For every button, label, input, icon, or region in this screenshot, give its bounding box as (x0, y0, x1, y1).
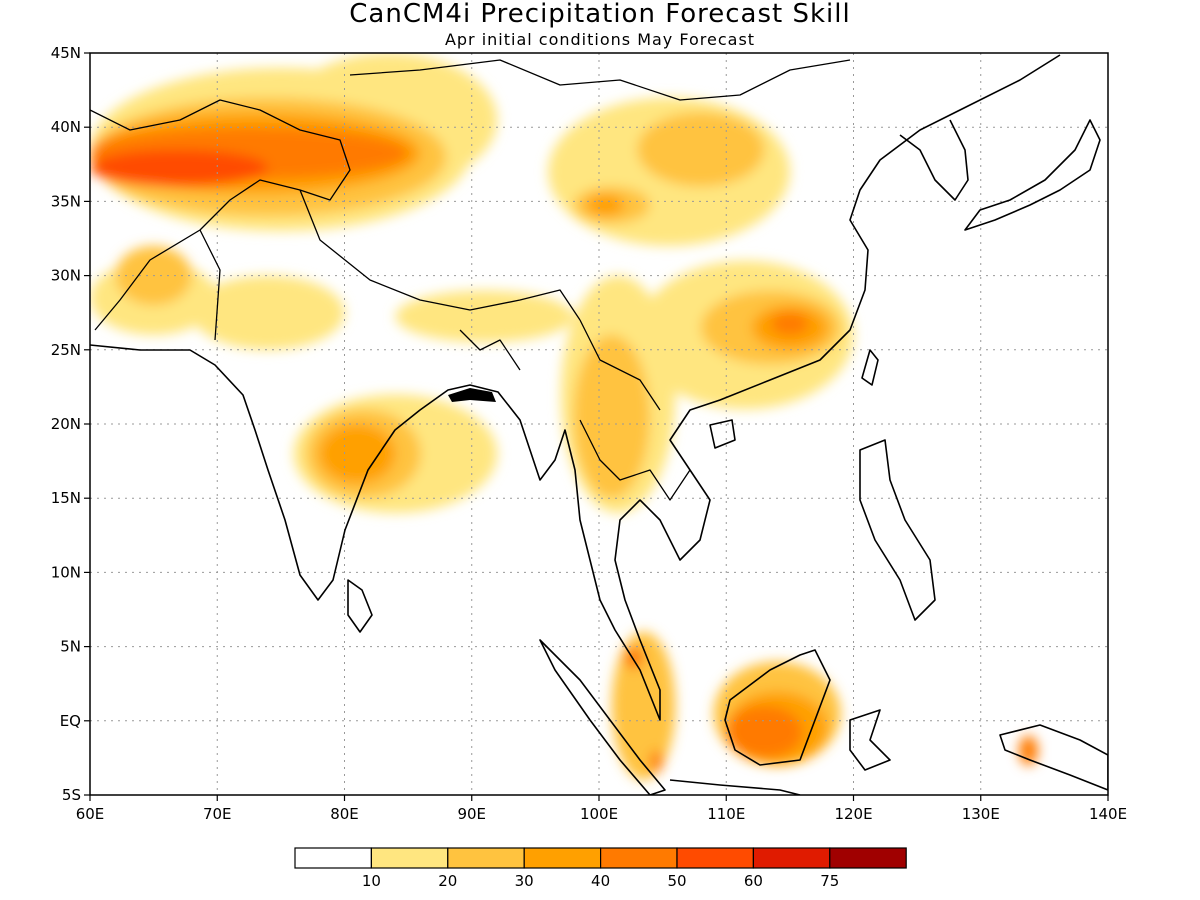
coastline-korea (899, 119, 969, 201)
colorbar-label: 75 (820, 872, 839, 890)
skill-region-sumatra-malaya-level-4-1 (649, 750, 663, 773)
coastline-sri-lanka (347, 579, 373, 633)
coastline-mainland (90, 54, 1061, 721)
skill-region-tibet-north-level-2-0 (637, 112, 765, 187)
lat-tick-label: 5N (60, 638, 81, 656)
country-borders-layer (90, 59, 851, 501)
lat-tick-label: 25N (51, 341, 81, 359)
skill-region-central-asia-level-1-3 (191, 275, 345, 350)
border-china-mongolia (349, 59, 851, 101)
lon-tick-label: 90E (457, 805, 486, 823)
colorbar-swatch-5 (676, 847, 755, 869)
latitude-tick-labels: 45N 40N 35N 30N 25N 20N 15N 10N 5N EQ 5S (51, 44, 90, 804)
lat-tick-label: 30N (51, 267, 81, 285)
lon-tick-label: 60E (76, 805, 105, 823)
border-central-asia (90, 99, 351, 331)
lon-tick-label: 80E (330, 805, 359, 823)
colorbar-label: 60 (744, 872, 763, 890)
coastline-borneo (724, 649, 831, 766)
colorbar-label: 40 (591, 872, 610, 890)
border-indochina (579, 419, 691, 501)
coastline-new-guinea (999, 724, 1108, 791)
lon-tick-label: 100E (580, 805, 618, 823)
lat-tick-label: 10N (51, 563, 81, 581)
coastline-hainan (709, 419, 736, 449)
skill-region-sumatra-malaya-level-2-0 (611, 631, 676, 781)
skill-region-tibet-north-level-3-0 (586, 193, 625, 217)
chart-subtitle: Apr initial conditions May Forecast (445, 30, 755, 49)
colorbar-swatch-0 (294, 847, 373, 869)
coastline-philippines (859, 439, 936, 621)
lon-tick-label: 140E (1089, 805, 1127, 823)
colorbar-label: 50 (667, 872, 686, 890)
coastline-layer (90, 54, 1108, 795)
coastline-java (669, 779, 801, 795)
lat-tick-label: 5S (62, 786, 81, 804)
lon-tick-label: 70E (203, 805, 232, 823)
coastline-sumatra (539, 639, 666, 795)
lat-tick-label: 35N (51, 192, 81, 210)
skill-region-india-central-level-3-0 (319, 424, 396, 484)
colorbar-swatch-4 (599, 847, 678, 869)
skill-region-south-china-level-4-0 (770, 312, 809, 335)
colorbar-legend: 10 20 30 40 50 60 75 (294, 847, 907, 890)
skill-region-new-guinea-level-4-0 (1018, 735, 1039, 766)
colorbar-label: 30 (515, 872, 534, 890)
lon-tick-label: 130E (962, 805, 1000, 823)
map-area (90, 53, 1108, 795)
coastline-taiwan (861, 349, 879, 386)
skill-region-borneo-level-4-0 (726, 705, 803, 758)
coastline-sulawesi (849, 709, 891, 771)
colorbar-swatch-1 (370, 847, 449, 869)
lat-tick-label: EQ (60, 712, 81, 730)
skill-region-central-asia-level-5-0 (90, 149, 269, 187)
colorbar-swatch-3 (523, 847, 602, 869)
bay-of-bengal-delta (448, 388, 496, 402)
lat-tick-label: 45N (51, 44, 81, 62)
colorbar-swatch-7 (829, 847, 907, 869)
lon-tick-label: 110E (707, 805, 745, 823)
graticule-grid (90, 53, 1108, 795)
colorbar-swatch-2 (447, 847, 525, 869)
lat-tick-label: 20N (51, 415, 81, 433)
lon-tick-label: 120E (834, 805, 872, 823)
skill-shading-layer (90, 53, 1039, 781)
border-himalaya (299, 189, 581, 321)
lat-tick-label: 15N (51, 489, 81, 507)
skill-region-himalaya-level-1-0 (395, 290, 574, 343)
colorbar-label: 10 (362, 872, 381, 890)
colorbar-swatch-6 (752, 847, 831, 869)
colorbar-label: 20 (438, 872, 457, 890)
border-south-asia (199, 229, 661, 411)
longitude-tick-labels: 60E 70E 80E 90E 100E 110E 120E 130E 140E (76, 795, 1127, 823)
lat-tick-label: 40N (51, 118, 81, 136)
coastline-japan (964, 119, 1101, 231)
chart-title: CanCM4i Precipitation Forecast Skill (349, 0, 850, 29)
